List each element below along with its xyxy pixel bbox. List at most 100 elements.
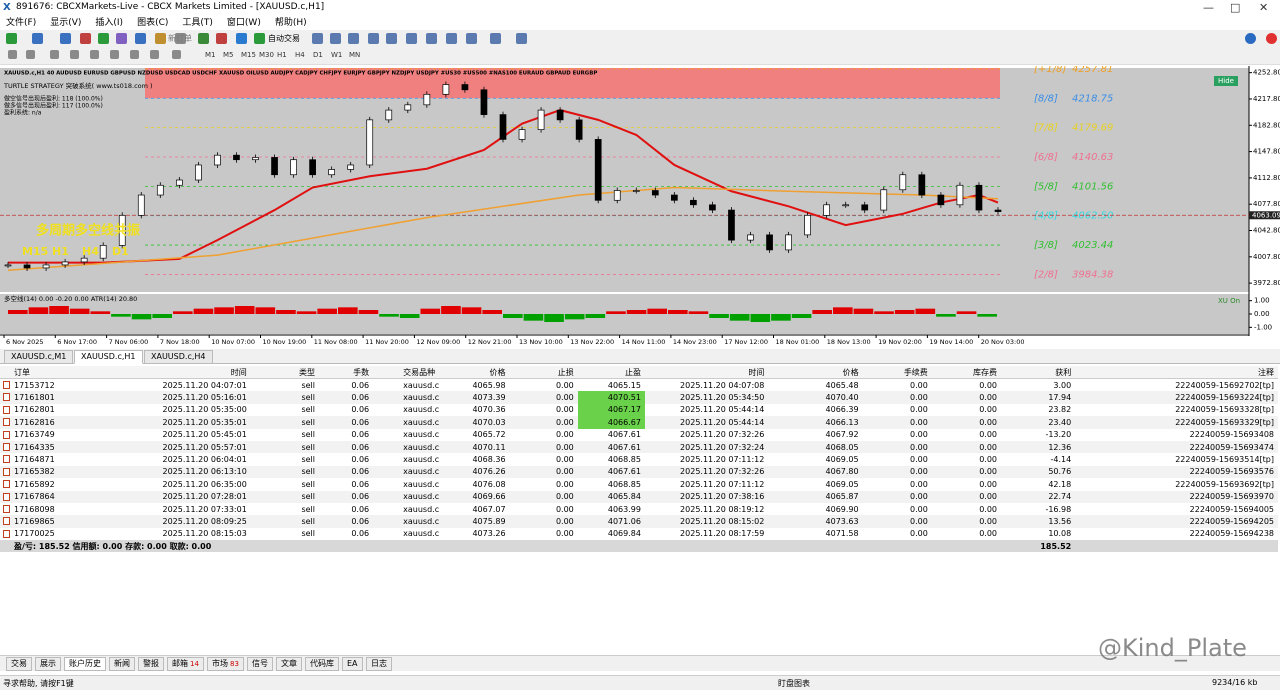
column-header[interactable]: 时间: [130, 366, 251, 379]
terminal-tab[interactable]: 代码库: [305, 657, 339, 671]
toolbar-icon[interactable]: [80, 33, 91, 44]
tool-icon[interactable]: [90, 50, 99, 59]
terminal-tab[interactable]: 邮箱 14: [167, 657, 204, 671]
menu-item[interactable]: 窗口(W): [226, 18, 261, 28]
tool-icon[interactable]: [130, 50, 139, 59]
timeframe-button[interactable]: M1: [205, 51, 216, 59]
column-header[interactable]: 手数: [318, 366, 374, 379]
menu-item[interactable]: 文件(F): [6, 18, 37, 28]
menu-item[interactable]: 工具(T): [182, 18, 213, 28]
timeframe-button[interactable]: M5: [223, 51, 234, 59]
toolbar-icon[interactable]: [386, 33, 397, 44]
timeframe-button[interactable]: W1: [331, 51, 343, 59]
history-row[interactable]: 17170025 2025.11.20 08:15:03 sell 0.06 xauus…: [0, 528, 1278, 540]
history-row[interactable]: 17163749 2025.11.20 05:45:01 sell 0.06 xauus…: [0, 429, 1278, 441]
column-header[interactable]: 注释: [1075, 366, 1278, 379]
history-row[interactable]: 17164871 2025.11.20 06:04:01 sell 0.06 xauus…: [0, 453, 1278, 465]
column-header[interactable]: 交易品种: [373, 366, 442, 379]
column-header[interactable]: 价格: [768, 366, 863, 379]
tool-icon[interactable]: [172, 50, 181, 59]
history-row[interactable]: 17165892 2025.11.20 06:35:00 sell 0.06 xauus…: [0, 478, 1278, 490]
terminal-tab[interactable]: 信号: [247, 657, 273, 671]
terminal-tab[interactable]: 日志: [366, 657, 392, 671]
terminal-tab[interactable]: 交易: [6, 657, 32, 671]
search-icon[interactable]: [1245, 33, 1256, 44]
column-header[interactable]: 手续费: [862, 366, 932, 379]
notify-icon[interactable]: [1266, 33, 1277, 44]
toolbar-icon[interactable]: [236, 33, 247, 44]
column-header[interactable]: 止盈: [577, 366, 645, 379]
column-header[interactable]: 订单: [0, 366, 131, 379]
history-row[interactable]: 17164335 2025.11.20 05:57:01 sell 0.06 xauus…: [0, 440, 1278, 454]
timeframe-button[interactable]: H1: [277, 51, 287, 59]
column-header[interactable]: 库存费: [931, 366, 1002, 379]
history-row[interactable]: 17165382 2025.11.20 06:13:10 sell 0.06 xauus…: [0, 465, 1278, 479]
tool-icon[interactable]: [110, 50, 119, 59]
terminal-tab[interactable]: 警报: [138, 657, 164, 671]
toolbar-icon[interactable]: [426, 33, 437, 44]
menu-item[interactable]: 帮助(H): [274, 18, 307, 28]
tool-icon[interactable]: [50, 50, 59, 59]
close-button[interactable]: ✕: [1259, 1, 1269, 14]
toolbar-icon[interactable]: [135, 33, 146, 44]
toolbar-icon[interactable]: [516, 33, 527, 44]
tool-icon[interactable]: [150, 50, 159, 59]
chart-tab[interactable]: XAUUSD.c,H4: [144, 350, 213, 364]
column-header[interactable]: 止损: [509, 366, 578, 379]
toolbar-button[interactable]: 自动交易: [268, 34, 300, 43]
toolbar-icon[interactable]: [466, 33, 477, 44]
toolbar-icon[interactable]: [330, 33, 341, 44]
toolbar-icon[interactable]: [446, 33, 457, 44]
terminal-tab[interactable]: 文章: [276, 657, 302, 671]
timeframe-button[interactable]: M30: [259, 51, 274, 59]
history-row[interactable]: 17162816 2025.11.20 05:35:01 sell 0.06 xauus…: [0, 416, 1278, 429]
terminal-tab[interactable]: 展示: [35, 657, 61, 671]
terminal-tab[interactable]: 市场 83: [207, 657, 244, 671]
tool-icon[interactable]: [70, 50, 79, 59]
toolbar-icon[interactable]: [6, 33, 17, 44]
toolbar-icon[interactable]: [155, 33, 166, 44]
toolbar-icon[interactable]: [32, 33, 43, 44]
timeframe-button[interactable]: MN: [349, 51, 361, 59]
chart-tab[interactable]: XAUUSD.c,M1: [4, 350, 74, 364]
timeframe-button[interactable]: H4: [295, 51, 305, 59]
timeframe-button[interactable]: M15: [241, 51, 256, 59]
menu-item[interactable]: 图表(C): [137, 18, 169, 28]
toolbar-button[interactable]: 新订单: [168, 34, 192, 43]
chart-tab[interactable]: XAUUSD.c,H1: [74, 350, 143, 364]
terminal-tab[interactable]: EA: [342, 657, 363, 671]
toolbar-icon[interactable]: [116, 33, 127, 44]
column-header[interactable]: 类型: [250, 366, 319, 379]
candle-body: [271, 157, 278, 176]
candle-body: [937, 194, 945, 206]
terminal-tab[interactable]: 新闻: [109, 657, 135, 671]
toolbar-icon[interactable]: [490, 33, 501, 44]
tool-icon[interactable]: [8, 50, 17, 59]
menu-item[interactable]: 显示(V): [50, 18, 82, 28]
toolbar-icon[interactable]: [406, 33, 417, 44]
toolbar-icon[interactable]: [60, 33, 71, 44]
toolbar-icon[interactable]: [216, 33, 227, 44]
toolbar-icon[interactable]: [312, 33, 323, 44]
history-row[interactable]: 17168098 2025.11.20 07:33:01 sell 0.06 xauus…: [0, 503, 1278, 515]
history-row[interactable]: 17153712 2025.11.20 04:07:01 sell 0.06 xauus…: [0, 379, 1278, 392]
terminal-tab[interactable]: 账户历史: [64, 657, 106, 671]
history-row[interactable]: 17162801 2025.11.20 05:35:00 sell 0.06 xauus…: [0, 403, 1278, 417]
toolbar-icon[interactable]: [198, 33, 209, 44]
toolbar-icon[interactable]: [348, 33, 359, 44]
column-header[interactable]: 时间: [644, 366, 769, 379]
timeframe-button[interactable]: D1: [313, 51, 323, 59]
toolbar-icon[interactable]: [368, 33, 379, 44]
history-row[interactable]: 17167864 2025.11.20 07:28:01 sell 0.06 xauus…: [0, 490, 1278, 503]
history-row[interactable]: 17169865 2025.11.20 08:09:25 sell 0.06 xauus…: [0, 515, 1278, 528]
maximize-button[interactable]: □: [1230, 1, 1241, 14]
column-header[interactable]: 价格: [441, 366, 510, 379]
toolbar-icon[interactable]: [175, 33, 186, 44]
toolbar-icon[interactable]: [98, 33, 109, 44]
history-row[interactable]: 17161801 2025.11.20 05:16:01 sell 0.06 xauus…: [0, 391, 1278, 404]
tool-icon[interactable]: [26, 50, 35, 59]
minimize-button[interactable]: —: [1203, 1, 1214, 14]
toolbar-icon[interactable]: [254, 33, 265, 44]
column-header[interactable]: 获利: [1001, 366, 1076, 379]
menu-item[interactable]: 插入(I): [95, 18, 124, 28]
